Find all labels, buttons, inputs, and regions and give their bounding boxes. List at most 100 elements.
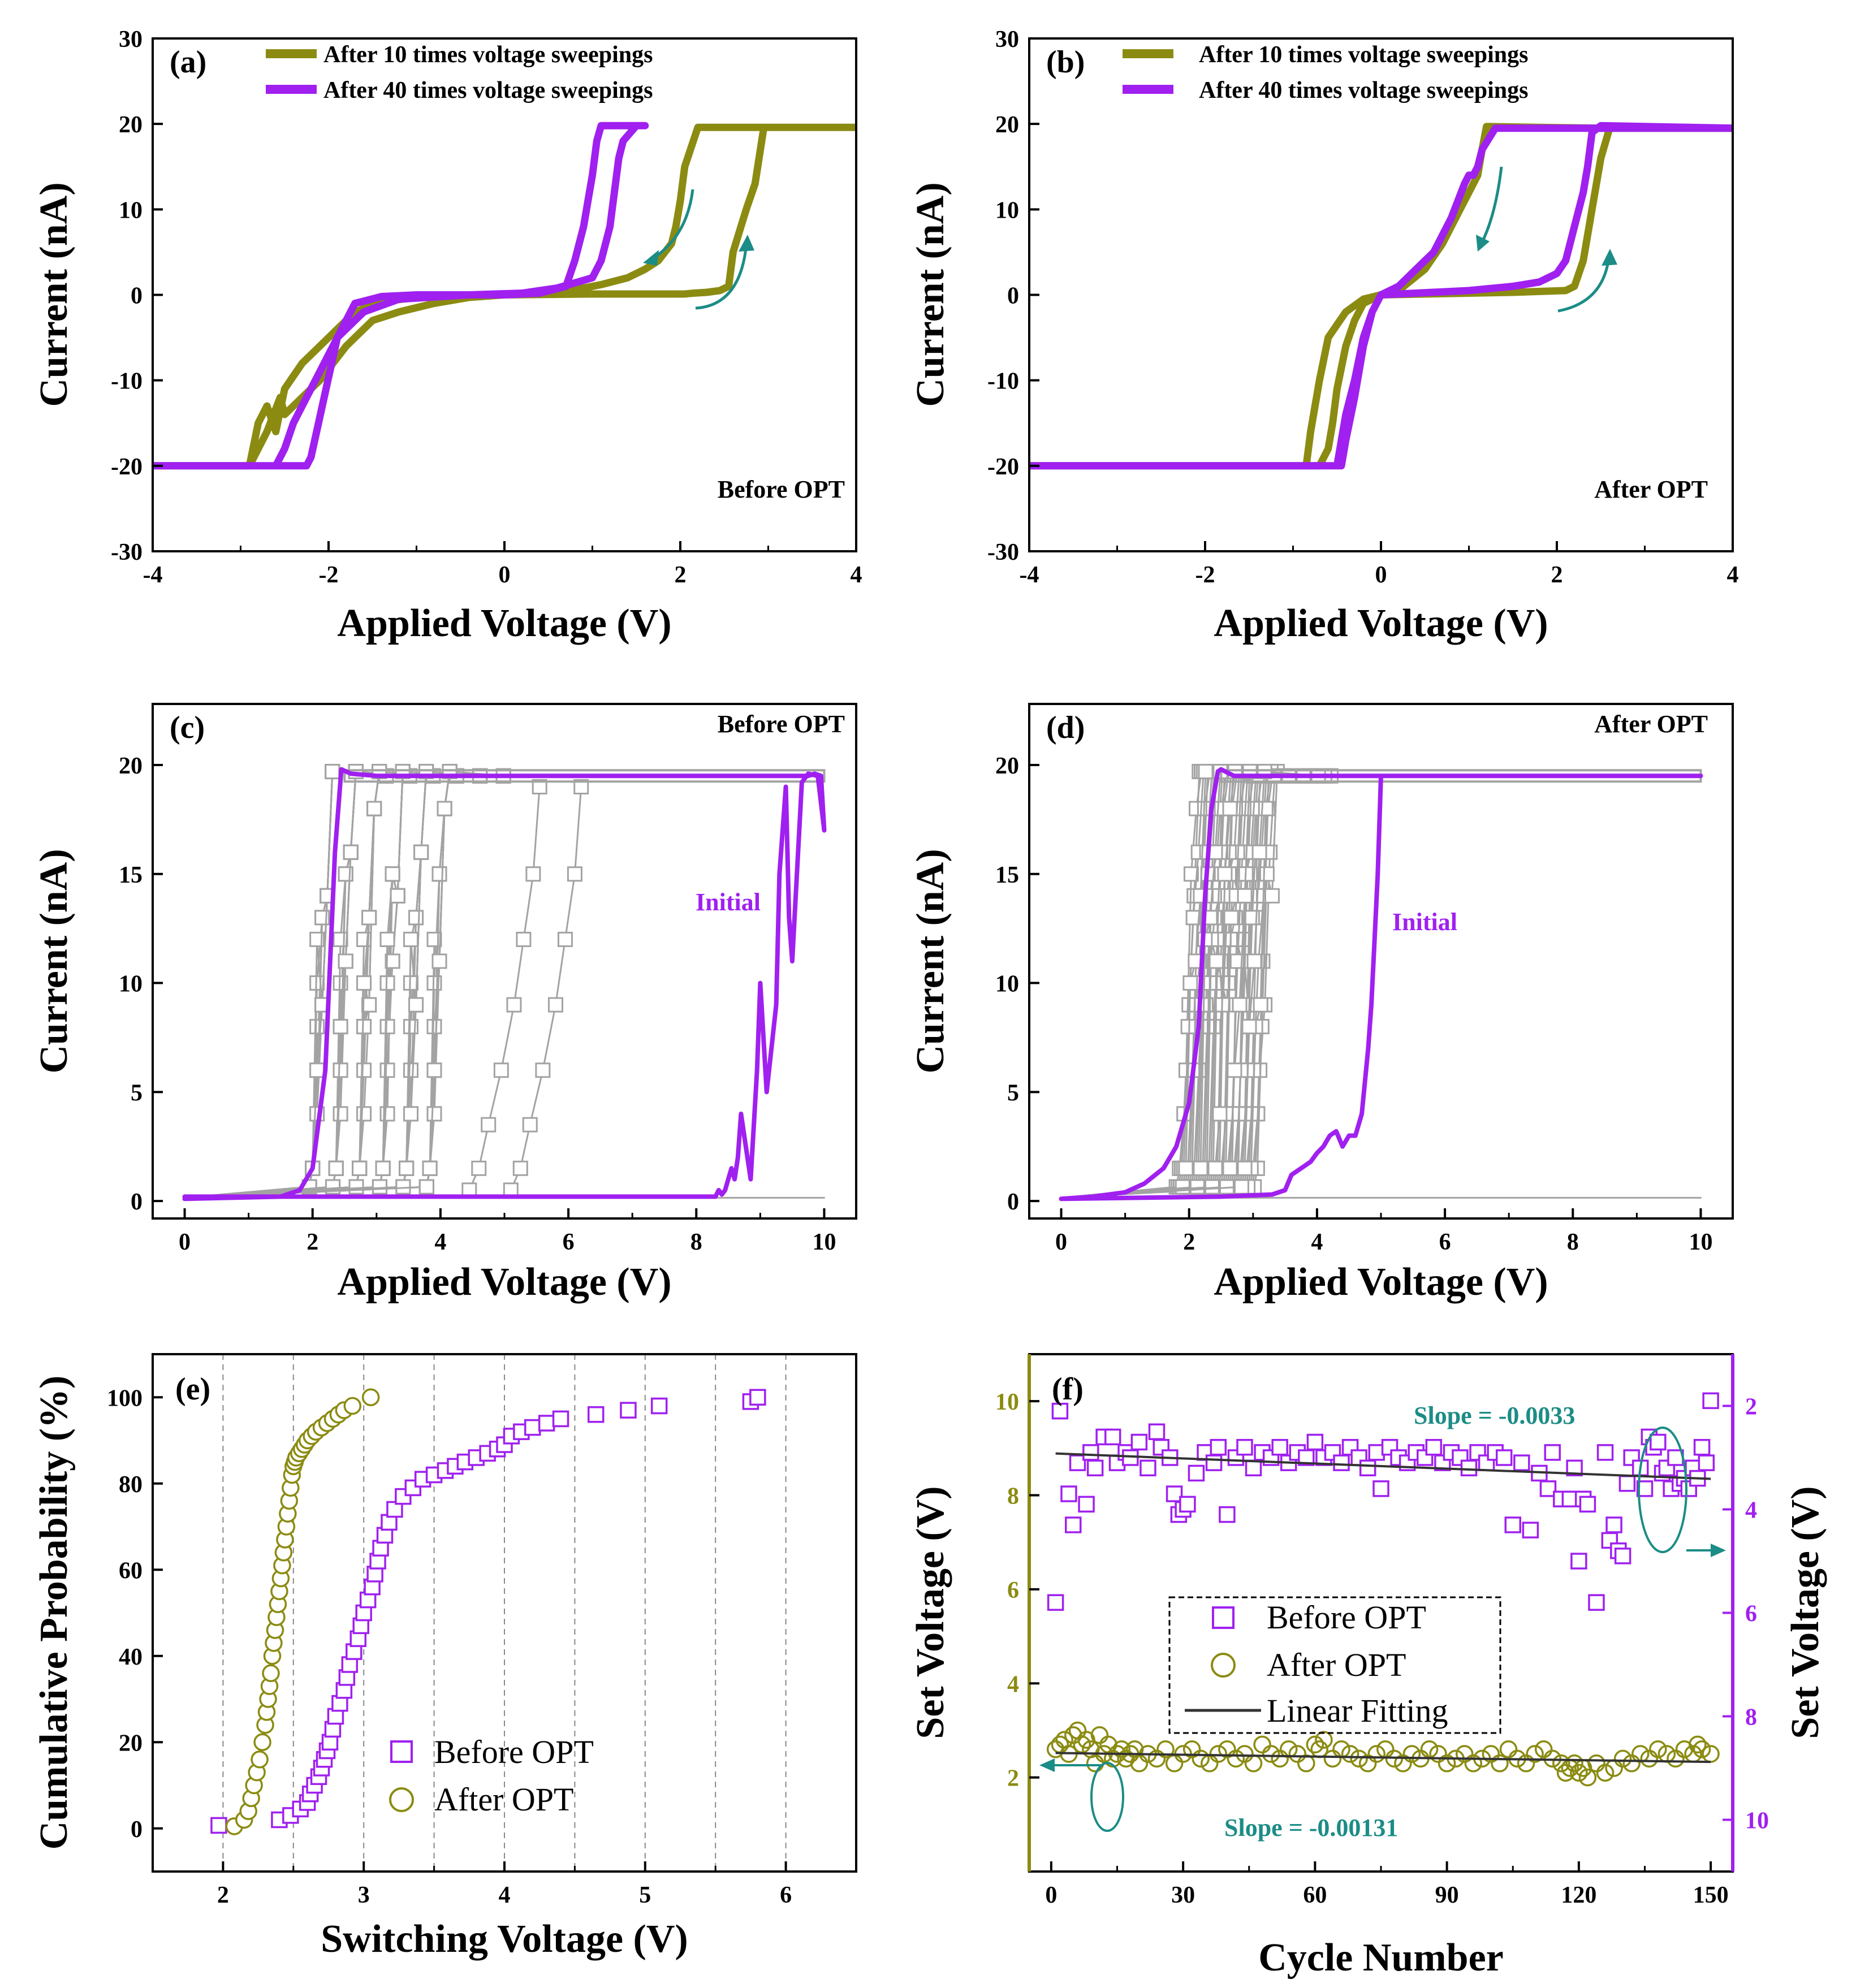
x-tick-label: 6 bbox=[563, 1229, 575, 1255]
x-tick-label: -2 bbox=[319, 562, 339, 588]
repeat-sweep-line bbox=[184, 771, 434, 1199]
after-opt-marker bbox=[1236, 1745, 1254, 1763]
y-right-tick-label: 6 bbox=[1745, 1601, 1757, 1627]
before-opt-marker bbox=[1271, 1438, 1288, 1456]
repeat-sweep-marker bbox=[385, 953, 400, 969]
repeat-sweep-marker bbox=[1237, 888, 1253, 904]
x-tick-label: 4 bbox=[499, 1882, 511, 1908]
repeat-sweep-marker bbox=[1222, 1160, 1238, 1176]
before-opt-marker bbox=[1579, 1496, 1596, 1513]
before-opt-marker bbox=[1210, 1438, 1227, 1456]
repeat-sweep-line bbox=[184, 771, 411, 1199]
panel-f-data bbox=[1046, 1392, 1720, 1787]
before-opt-marker bbox=[386, 1501, 403, 1518]
y-tick-label: 20 bbox=[119, 1730, 143, 1756]
before-opt-marker bbox=[749, 1389, 766, 1406]
sweep-down-arrowhead bbox=[643, 250, 659, 266]
before-opt-marker bbox=[1425, 1438, 1443, 1456]
after-opt-marker bbox=[1156, 1740, 1175, 1758]
panel-f-slope-before: Slope = -0.0033 bbox=[1414, 1402, 1575, 1429]
sweep-down-arrowhead bbox=[1476, 235, 1490, 252]
x-tick-label: 3 bbox=[358, 1882, 370, 1908]
after-opt-marker bbox=[1596, 1764, 1615, 1782]
repeat-sweep-marker bbox=[1198, 764, 1214, 780]
before-opt-marker bbox=[1452, 1449, 1469, 1466]
panel-b-data bbox=[1029, 122, 1733, 470]
panel-c-data bbox=[182, 764, 827, 1202]
after-opt-marker bbox=[1402, 1745, 1421, 1763]
before-opt-marker bbox=[1078, 1496, 1095, 1513]
y-right-tick-label: 10 bbox=[1745, 1808, 1769, 1834]
panel-c: 0 2 4 6 8 10 0 5 10 15 20 (c) Before OPT Initial C… bbox=[32, 703, 857, 1304]
repeat-sweep-marker bbox=[375, 1160, 391, 1176]
outlier-sweep-marker bbox=[567, 866, 582, 882]
before-opt-marker bbox=[552, 1410, 569, 1428]
after-opt-marker bbox=[1552, 1754, 1570, 1773]
sweep-down-arrow bbox=[1480, 166, 1503, 244]
after-opt-marker bbox=[1491, 1754, 1509, 1773]
panel-e-label: (e) bbox=[175, 1372, 210, 1407]
repeat-sweep-marker bbox=[366, 801, 382, 816]
panel-f: 0 30 60 90 120 150 2 4 6 8 10 2 4 6 8 10 (f) Slope = -0… bbox=[909, 1353, 1827, 1980]
repeat-sweep-line bbox=[184, 771, 434, 1199]
legend-box bbox=[1168, 1596, 1501, 1734]
before-opt-marker bbox=[1188, 1464, 1205, 1482]
x-tick-label: 6 bbox=[1439, 1229, 1451, 1255]
repeat-sweep-line bbox=[184, 771, 387, 1199]
before-opt-marker bbox=[587, 1406, 605, 1423]
before-opt-marker bbox=[620, 1402, 637, 1419]
x-tick-label: 2 bbox=[1551, 562, 1563, 588]
before-opt-marker bbox=[395, 1488, 412, 1505]
legend-square-marker bbox=[390, 1740, 413, 1763]
after-opt-marker bbox=[1112, 1740, 1131, 1758]
panel-e-data bbox=[210, 1354, 787, 1872]
after-opt-marker bbox=[1147, 1749, 1166, 1768]
repeat-sweep-marker bbox=[1180, 1019, 1196, 1035]
after-opt-marker bbox=[1367, 1745, 1385, 1763]
y-right-tick-label: 2 bbox=[1745, 1394, 1757, 1420]
panel-a-ylabel: Current (nA) bbox=[32, 182, 76, 407]
panel-f-ylabel-right: Set Voltage (V) bbox=[1784, 1486, 1827, 1739]
after-opt-marker bbox=[1570, 1764, 1588, 1782]
before-opt-marker bbox=[1698, 1454, 1715, 1471]
repeat-sweep-marker bbox=[403, 1106, 419, 1122]
repeat-sweep-marker bbox=[361, 997, 377, 1013]
before-opt-marker bbox=[1570, 1553, 1587, 1570]
after-opt-marker bbox=[1693, 1740, 1711, 1758]
legend-square-marker bbox=[1212, 1606, 1235, 1629]
repeat-sweep-marker bbox=[1241, 1019, 1257, 1035]
repeat-sweep-marker bbox=[1258, 801, 1274, 816]
repeat-sweep-marker bbox=[422, 1160, 438, 1176]
repeat-sweep-line bbox=[184, 771, 411, 1199]
after-opt-marker bbox=[1271, 1749, 1289, 1768]
outlier-sweep-marker bbox=[512, 1160, 528, 1176]
panel-d-label: (d) bbox=[1046, 710, 1085, 745]
before-opt-marker bbox=[1148, 1423, 1166, 1440]
y-tick-label: 0 bbox=[131, 1189, 143, 1215]
repeat-sweep-marker bbox=[1212, 1106, 1228, 1122]
y-tick-label: 40 bbox=[119, 1644, 143, 1670]
repeat-sweep-marker bbox=[403, 1062, 419, 1078]
outlier-sweep-marker bbox=[522, 1117, 538, 1133]
after-opt-marker bbox=[262, 1664, 280, 1682]
before-opt-marker bbox=[1372, 1480, 1389, 1497]
after-opt-marker bbox=[1350, 1749, 1368, 1768]
x-tick-label: 2 bbox=[1183, 1229, 1195, 1255]
panel-f-xlabel: Cycle Number bbox=[1258, 1936, 1504, 1980]
y-tick-label: -10 bbox=[987, 369, 1019, 395]
outlier-sweep-marker bbox=[516, 931, 532, 947]
repeat-sweep-marker bbox=[413, 844, 429, 860]
panel-d-xlabel: Applied Voltage (V) bbox=[1214, 1260, 1548, 1304]
repeat-sweep-line bbox=[184, 771, 387, 1199]
panel-b-legend: After 10 times voltage sweepings After 4… bbox=[1123, 42, 1528, 103]
sweep-up-arrow bbox=[695, 243, 748, 310]
x-tick-label: -4 bbox=[1020, 562, 1039, 588]
y-tick-label: 20 bbox=[995, 112, 1019, 138]
panel-d-data bbox=[1059, 764, 1703, 1202]
after-opt-marker bbox=[1130, 1754, 1149, 1773]
repeat-sweep-line bbox=[184, 771, 387, 1199]
before-opt-marker bbox=[1693, 1438, 1711, 1456]
panel-d-ticks: 0 2 4 6 8 10 0 5 10 15 20 bbox=[995, 753, 1712, 1255]
panel-c-ylabel: Current (nA) bbox=[32, 849, 76, 1073]
after-opt-marker bbox=[1499, 1740, 1518, 1758]
